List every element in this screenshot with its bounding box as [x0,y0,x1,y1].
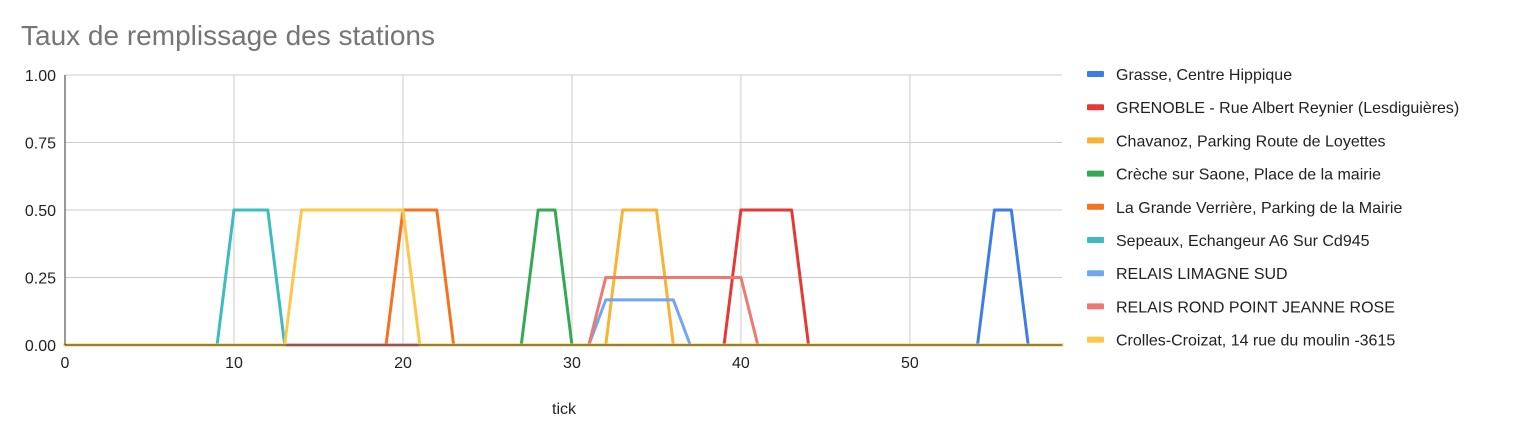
legend-swatch [1087,137,1104,144]
legend-label: RELAIS LIMAGNE SUD [1116,266,1288,283]
legend-swatch [1087,237,1104,243]
legend-label: Chavanoz, Parking Route de Loyettes [1116,133,1386,150]
x-tick-label: 20 [394,355,412,372]
axes [64,75,1062,346]
legend-swatch [1087,270,1104,277]
x-tick-label: 10 [225,355,243,372]
legend-label: Sepeaux, Echangeur A6 Sur Cd945 [1116,233,1370,250]
x-axis-title: tick [552,401,577,418]
y-tick-label: 0.75 [25,136,56,153]
series-line [63,298,1064,347]
x-axis-ticks: 0 10 20 30 40 50 [61,355,919,372]
legend-label: RELAIS ROND POINT JEANNE ROSE [1116,299,1395,316]
x-tick-label: 40 [732,355,750,372]
y-tick-label: 1.00 [25,68,56,85]
legend-swatch [1087,303,1104,310]
legend-label: Grasse, Centre Hippique [1116,67,1292,84]
legend-label: Crolles-Croizat, 14 rue du moulin -3615 [1116,333,1395,350]
legend-swatch [1087,170,1104,177]
y-axis-ticks: 0.00 0.25 0.50 0.75 1.00 [25,68,56,355]
x-tick-label: 50 [901,355,919,372]
legend-swatch [1087,336,1104,343]
gridlines [65,74,1062,345]
legend-label: GRENOBLE - Rue Albert Reynier (Lesdiguiè… [1116,100,1459,117]
legend-swatch [1087,71,1104,77]
y-tick-label: 0.25 [25,271,56,288]
x-tick-label: 30 [563,355,581,372]
legend-label: Crèche sur Saone, Place de la mairie [1116,167,1381,184]
y-tick-label: 0.00 [25,338,56,355]
legend-label: La Grande Verrière, Parking de la Mairie [1116,200,1402,217]
legend-swatch [1087,104,1104,111]
chart-title: Taux de remplissage des stations [21,20,435,51]
y-tick-label: 0.50 [25,203,56,220]
x-tick-label: 0 [61,355,70,372]
legend-swatch [1087,203,1104,210]
legend: Grasse, Centre Hippique GRENOBLE - Rue Al… [1087,67,1459,350]
